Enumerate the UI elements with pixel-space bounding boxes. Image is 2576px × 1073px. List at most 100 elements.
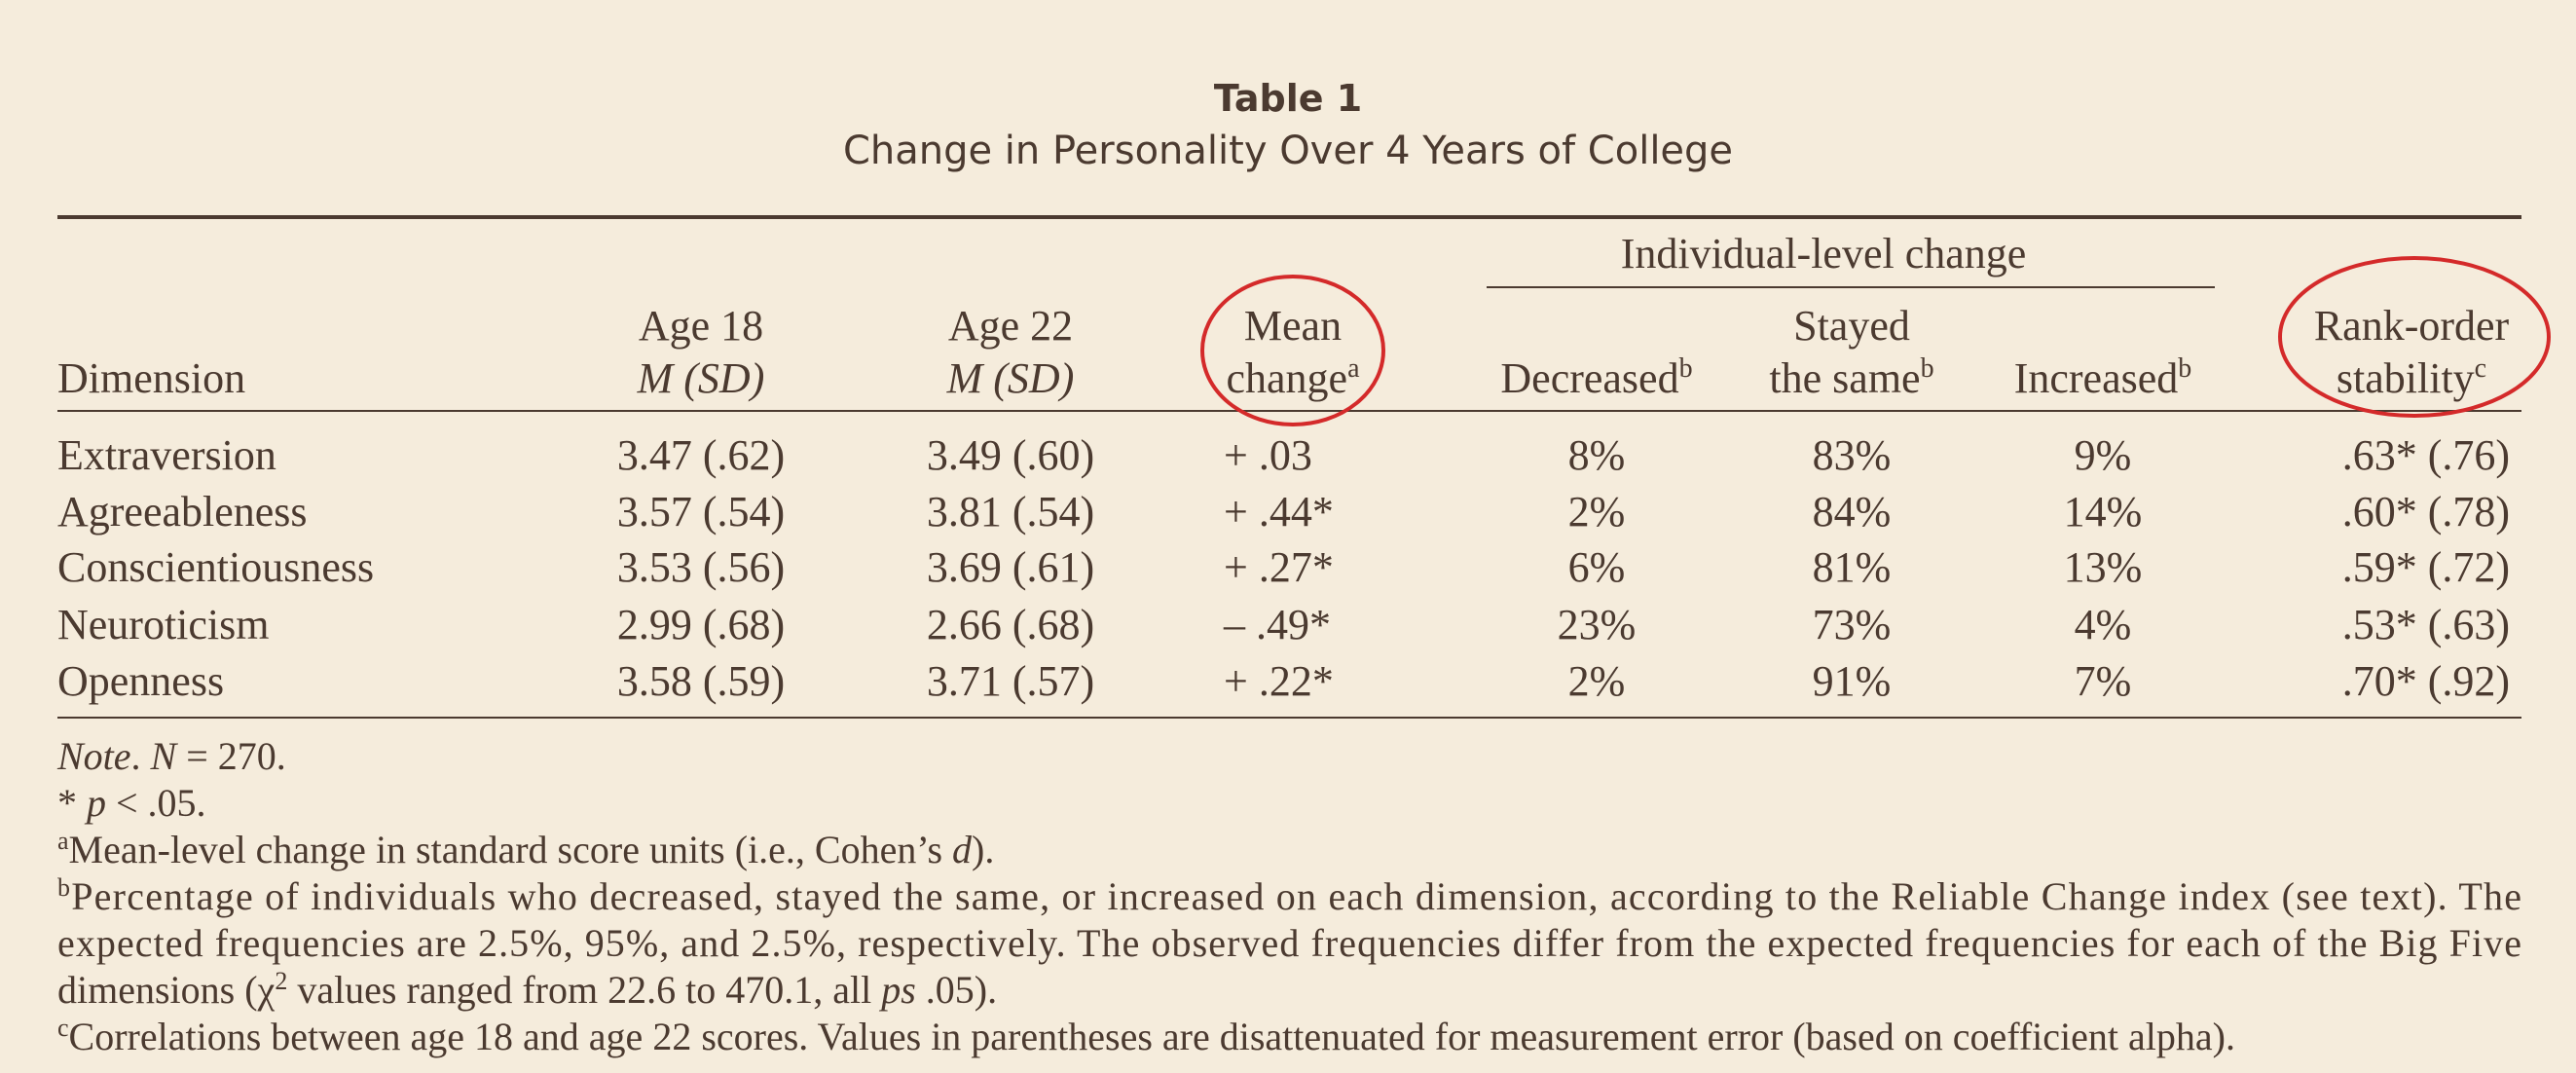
table-cell: .63* (.76) (2342, 431, 2510, 479)
column-header: stabilityc (2337, 353, 2486, 402)
column-header: Age 18 (639, 302, 763, 350)
column-header: Stayed (1793, 302, 1910, 350)
table-cell: 2.66 (.68) (927, 601, 1094, 648)
column-header: Dimension (57, 354, 245, 402)
row-label: Agreeableness (57, 488, 308, 536)
column-header: M (SD) (946, 354, 1075, 402)
note-text: values ranged from 22.6 to 470.1, all (287, 968, 881, 1012)
column-header: changea (1226, 353, 1360, 402)
note-text: N (150, 734, 179, 778)
table-cell: + .03 (1224, 431, 1312, 479)
column-header-text: the same (1769, 354, 1920, 402)
note-text: d (952, 828, 973, 871)
table-cell: 14% (2064, 488, 2143, 536)
note-text: Note (56, 734, 131, 778)
table-cell: 73% (1813, 601, 1892, 648)
column-header-text: change (1226, 354, 1347, 402)
column-header-text: Age 22 (948, 302, 1073, 350)
column-header-text: Stayed (1793, 302, 1910, 350)
table-cell: 81% (1813, 543, 1892, 591)
note-line: Note. N = 270. (56, 734, 286, 778)
table-cell: 3.71 (.57) (927, 657, 1094, 705)
note-line: bPercentage of individuals who decreased… (57, 873, 2521, 918)
column-header-text: Increased (2014, 354, 2179, 402)
table-cell: 2% (1568, 488, 1626, 536)
table-cell: 6% (1568, 543, 1626, 591)
column-header: the sameb (1769, 353, 1933, 402)
note-line: aMean-level change in standard score uni… (57, 827, 994, 871)
note-text: ). (972, 828, 994, 871)
note-text: < .05. (106, 781, 206, 825)
row-label: Neuroticism (57, 601, 270, 648)
table-cell: 23% (1558, 601, 1637, 648)
table-cell: 3.53 (.56) (617, 543, 785, 591)
note-text: = 270. (176, 734, 286, 778)
column-header: Increasedb (2014, 353, 2192, 402)
column-header-text: Rank-order (2314, 302, 2510, 350)
footnote-mark: b (2178, 353, 2191, 384)
footnote-mark: 2 (275, 967, 287, 995)
table-cell: 4% (2075, 601, 2132, 648)
table-cell: 7% (2075, 657, 2132, 705)
note-text: .05). (916, 968, 997, 1012)
table-cell: 2.99 (.68) (617, 601, 785, 648)
note-line: dimensions (χ2 values ranged from 22.6 t… (57, 967, 997, 1012)
footnote-mark: b (1679, 353, 1693, 384)
column-header-text: Age 18 (639, 302, 763, 350)
footnote-mark: c (57, 1014, 69, 1042)
row-label: Conscientiousness (57, 543, 374, 591)
footnote-mark: a (57, 827, 69, 855)
table-cell: – .49* (1223, 601, 1331, 648)
group-header: Individual-level change (1621, 230, 2027, 278)
note-text: Correlations between age 18 and age 22 s… (69, 1015, 2235, 1058)
table-cell: 83% (1813, 431, 1892, 479)
note-text: p (84, 781, 106, 825)
column-header: Age 22 (948, 302, 1073, 350)
table-label: Table 1 (1214, 77, 1362, 120)
column-header: M (SD) (637, 354, 765, 402)
note-line: * p < .05. (57, 781, 206, 825)
column-header-text: stability (2337, 354, 2475, 402)
column-header-text: Dimension (57, 354, 245, 402)
column-header-text: Decreased (1500, 354, 1678, 402)
note-text: Percentage of individuals who decreased,… (71, 874, 2521, 918)
column-header-text: Mean (1244, 302, 1342, 350)
note-text: expected frequencies are 2.5%, 95%, and … (57, 921, 2521, 965)
note-text: ps (878, 968, 916, 1012)
footnote-mark: b (1921, 353, 1934, 384)
table-cell: 91% (1813, 657, 1892, 705)
table-cell: 2% (1568, 657, 1626, 705)
table-cell: 84% (1813, 488, 1892, 536)
footnote-mark: c (2475, 353, 2486, 384)
table-cell: 3.69 (.61) (927, 543, 1094, 591)
note-text: dimensions (χ (57, 968, 276, 1012)
note-line: expected frequencies are 2.5%, 95%, and … (57, 921, 2521, 965)
column-header: Mean (1244, 302, 1342, 350)
table-cell: 3.57 (.54) (617, 488, 785, 536)
column-header: Rank-order (2314, 302, 2510, 350)
table-cell: 3.49 (.60) (927, 431, 1094, 479)
annotation-circle (2278, 256, 2551, 418)
note-text: * (57, 781, 87, 825)
table-cell: .53* (.63) (2342, 601, 2510, 648)
note-text: . (131, 734, 151, 778)
table-cell: + .44* (1224, 488, 1334, 536)
table-cell: 13% (2064, 543, 2143, 591)
table-cell: .60* (.78) (2342, 488, 2510, 536)
column-header-text: M (SD) (637, 354, 765, 402)
row-label: Extraversion (57, 431, 276, 479)
table-cell: 3.81 (.54) (927, 488, 1094, 536)
table-cell: + .22* (1224, 657, 1334, 705)
row-label: Openness (57, 657, 224, 705)
table-cell: .70* (.92) (2342, 657, 2510, 705)
column-header: Decreasedb (1500, 353, 1692, 402)
footnote-mark: a (1347, 353, 1360, 384)
annotation-circle (1200, 275, 1385, 426)
table-cell: .59* (.72) (2342, 543, 2510, 591)
column-header-text: M (SD) (946, 354, 1075, 402)
note-line: cCorrelations between age 18 and age 22 … (57, 1014, 2235, 1058)
table-cell: + .27* (1224, 543, 1334, 591)
table-cell: 3.58 (.59) (617, 657, 785, 705)
